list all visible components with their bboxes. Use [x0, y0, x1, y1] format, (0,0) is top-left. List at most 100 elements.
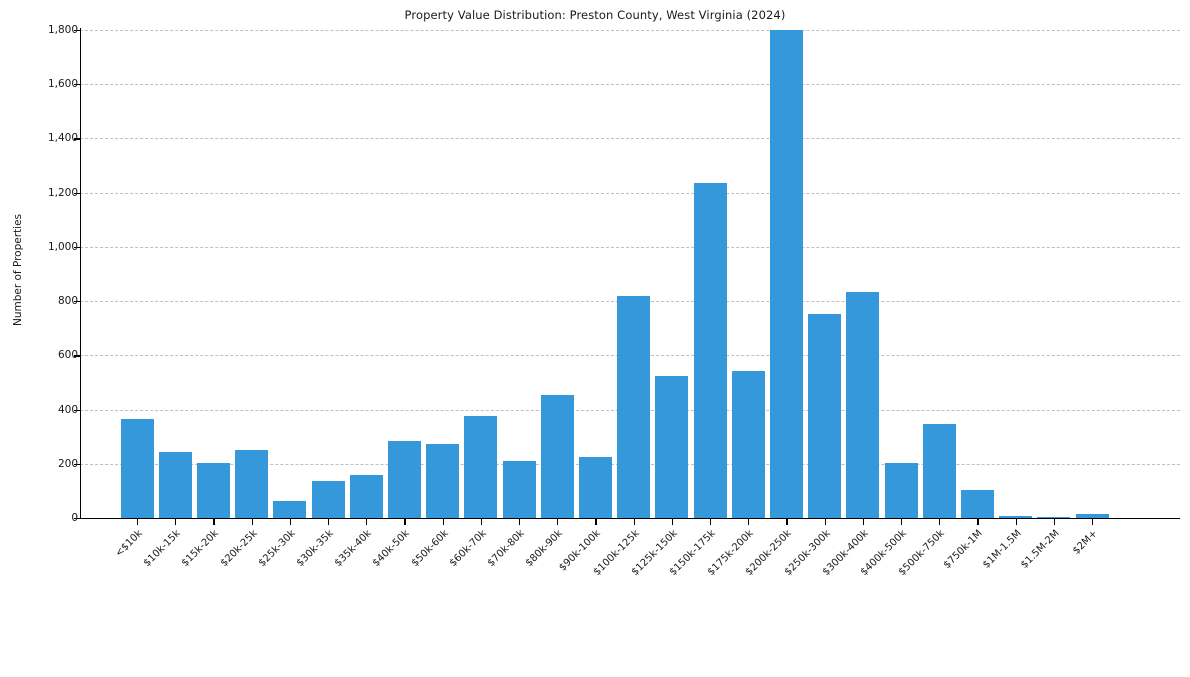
x-tick-mark — [862, 518, 864, 525]
x-tick-label: $50k-60k — [409, 528, 451, 570]
x-tick-mark — [1092, 518, 1094, 525]
y-axis-label: Number of Properties — [12, 213, 24, 327]
x-tick-mark — [328, 518, 330, 525]
bar — [464, 416, 498, 518]
y-tick-label: 800 — [57, 295, 78, 308]
bar — [655, 376, 689, 518]
x-tick-label: $250k-300k — [782, 528, 833, 579]
gridline — [80, 138, 1180, 140]
x-tick-mark — [480, 518, 482, 525]
bar — [960, 489, 994, 518]
bar — [693, 183, 727, 518]
chart-title: Property Value Distribution: Preston Cou… — [404, 8, 786, 22]
bar — [884, 462, 918, 518]
x-tick-label: $500k-750k — [896, 528, 947, 579]
x-tick-label: $90k-100k — [557, 528, 604, 574]
y-tick-label: 0 — [71, 512, 78, 524]
y-tick-mark — [74, 301, 80, 303]
x-tick-label: $10k-15k — [141, 528, 183, 570]
x-tick-mark — [175, 518, 177, 525]
bar — [158, 451, 192, 518]
y-tick-mark — [74, 355, 80, 357]
bar — [311, 480, 345, 518]
x-tick-label: $200k-250k — [744, 528, 795, 579]
bar — [578, 456, 612, 518]
bar — [502, 461, 536, 518]
x-tick-mark — [595, 518, 597, 525]
y-tick-mark — [74, 518, 80, 520]
y-tick-mark — [74, 192, 80, 194]
y-tick-mark — [74, 409, 80, 411]
x-tick-label: $30k-35k — [294, 528, 336, 570]
x-tick-label: <$10k — [113, 528, 145, 560]
bar — [922, 423, 956, 518]
x-tick-label: $15k-20k — [180, 528, 222, 570]
bar — [731, 370, 765, 518]
y-tick-label: 400 — [57, 403, 78, 416]
bar — [1037, 516, 1071, 518]
bar — [387, 440, 421, 518]
x-axis-spine — [80, 517, 1180, 520]
x-tick-label: $40k-50k — [371, 528, 413, 570]
x-tick-mark — [213, 518, 215, 525]
bar — [540, 395, 574, 518]
gridline — [80, 30, 1180, 31]
x-tick-mark — [671, 518, 673, 525]
y-tick-mark — [74, 84, 80, 86]
x-tick-mark — [786, 518, 788, 525]
x-tick-mark — [1053, 518, 1055, 525]
x-tick-mark — [557, 518, 559, 525]
x-tick-label: $25k-30k — [256, 528, 298, 570]
x-tick-label: $20k-25k — [218, 528, 260, 570]
x-tick-mark — [1015, 518, 1017, 525]
bars-layer — [80, 30, 1180, 518]
bar — [196, 462, 230, 518]
x-tick-mark — [748, 518, 750, 525]
x-tick-mark — [519, 518, 521, 525]
x-tick-mark — [939, 518, 941, 525]
bar — [349, 474, 383, 518]
gridline — [80, 192, 1180, 194]
x-tick-label: $2M+ — [1070, 528, 1100, 557]
y-tick-label: 1,000 — [47, 240, 78, 253]
y-tick-label: 200 — [57, 457, 78, 470]
y-tick-label: 1,400 — [47, 132, 78, 145]
x-tick-label: $300k-400k — [820, 528, 871, 579]
x-tick-label: $1.5M-2M — [1018, 528, 1062, 571]
x-tick-mark — [710, 518, 712, 525]
x-tick-mark — [442, 518, 444, 525]
bar — [808, 314, 842, 518]
x-tick-label: $175k-200k — [705, 528, 756, 579]
x-tick-label: $70k-80k — [485, 528, 527, 570]
x-tick-label: $400k-500k — [858, 528, 909, 579]
x-tick-mark — [633, 518, 635, 525]
x-tick-mark — [366, 518, 368, 525]
y-tick-mark — [74, 138, 80, 140]
y-tick-mark — [74, 30, 80, 32]
x-tick-label: $150k-175k — [667, 528, 718, 579]
bar — [235, 449, 269, 518]
bar — [999, 515, 1033, 518]
chart-figure: Property Value Distribution: Preston Cou… — [12, 8, 1180, 579]
bar — [273, 501, 307, 518]
x-tick-label: $60k-70k — [447, 528, 489, 570]
x-tick-label: $100k-125k — [591, 528, 642, 579]
x-tick-mark — [289, 518, 291, 525]
bar — [617, 296, 651, 518]
x-tick-label: $1M-1.5M — [980, 528, 1024, 571]
x-tick-mark — [251, 518, 253, 525]
x-tick-mark — [977, 518, 979, 525]
y-tick-mark — [74, 463, 80, 465]
y-tick-mark — [74, 246, 80, 249]
gridline — [80, 84, 1180, 86]
bar — [120, 419, 154, 518]
bar — [426, 444, 460, 518]
x-tick-label: $125k-150k — [629, 528, 680, 579]
y-tick-label: 1,200 — [47, 186, 78, 199]
x-tick-label: $80k-90k — [523, 528, 565, 570]
bar — [846, 292, 880, 518]
x-tick-mark — [137, 518, 139, 525]
x-tick-mark — [901, 518, 903, 525]
bar — [769, 30, 803, 518]
x-tick-mark — [824, 518, 826, 525]
